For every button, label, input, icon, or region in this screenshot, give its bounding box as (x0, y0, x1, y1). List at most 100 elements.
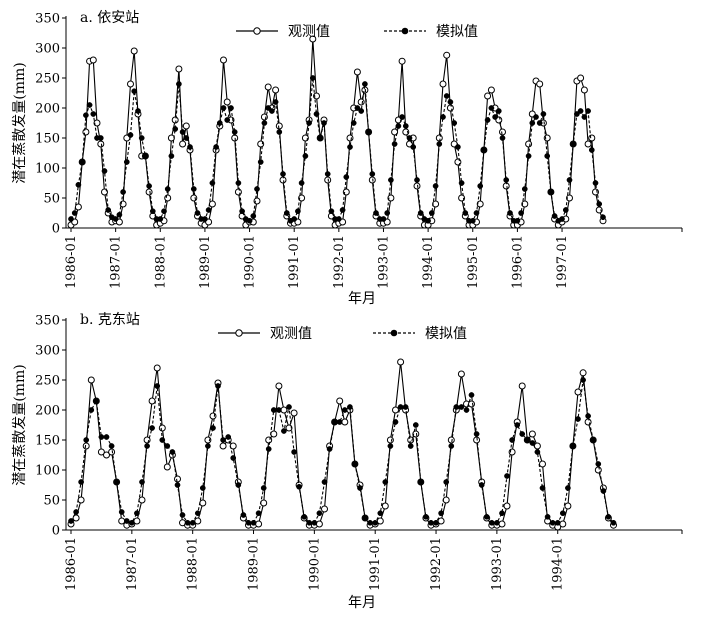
simulated-point (187, 144, 193, 150)
observed-point (521, 200, 529, 208)
simulated-point (335, 216, 342, 222)
simulated-point (179, 512, 186, 518)
simulated-point (580, 377, 586, 383)
simulated-point (184, 519, 191, 526)
simulated-point (116, 211, 123, 218)
simulated-point (146, 183, 152, 189)
legend-swatch-marker (235, 329, 243, 337)
simulated-point (514, 217, 521, 224)
legend-swatch-marker (253, 27, 261, 35)
simulated-point (483, 513, 490, 520)
simulated-point (488, 105, 495, 111)
observed-point (336, 397, 344, 405)
simulated-point (433, 519, 439, 526)
panel-title: b. 克东站 (80, 312, 140, 328)
simulated-point (347, 404, 353, 410)
simulated-point (283, 210, 290, 216)
observed-point (133, 517, 141, 525)
simulated-point (468, 392, 475, 398)
y-tick-label: 200 (35, 404, 60, 419)
simulated-point (592, 180, 599, 186)
simulated-point (83, 112, 89, 119)
observed-point (97, 140, 105, 148)
simulated-point (478, 482, 485, 488)
simulated-point (534, 449, 541, 455)
observed-point (346, 134, 354, 142)
simulated-point (316, 510, 323, 517)
simulated-point (149, 208, 156, 215)
observed-point (270, 430, 278, 438)
simulated-point (313, 111, 320, 117)
simulated-point (123, 159, 130, 165)
observed-point (437, 517, 445, 525)
observed-point (381, 502, 389, 510)
simulated-point (570, 443, 576, 449)
y-axis-title: 潜在蒸散发量(mm) (12, 364, 28, 485)
observed-point (357, 98, 365, 106)
simulated-point (190, 186, 197, 192)
simulated-point (451, 120, 458, 126)
simulated-point (402, 123, 409, 129)
simulated-point (428, 519, 434, 526)
simulated-point (230, 455, 237, 461)
observed-point (219, 442, 227, 450)
simulated-point (438, 510, 444, 517)
observed-point (528, 430, 536, 438)
observed-point (175, 65, 183, 73)
x-axis-title: 年月 (348, 595, 376, 611)
simulated-point (73, 509, 79, 515)
simulated-point (384, 210, 391, 216)
y-tick-label: 50 (43, 494, 60, 509)
simulated-point (98, 434, 105, 440)
simulated-point (504, 473, 510, 479)
observed-point (413, 182, 421, 190)
observed-point (368, 176, 376, 184)
x-tick-label: 1994-01 (551, 537, 566, 591)
simulated-point (596, 201, 603, 207)
simulated-point (235, 180, 242, 186)
simulated-point (83, 437, 90, 443)
panel-title: a. 依安站 (80, 10, 139, 26)
simulated-point (367, 519, 373, 526)
simulated-point (228, 105, 234, 111)
simulated-point (494, 519, 500, 526)
legend-swatch-marker (390, 329, 398, 337)
y-tick-label: 350 (35, 314, 60, 329)
simulated-point (548, 189, 554, 195)
simulated-point (600, 488, 607, 494)
legend-label: 观测值 (270, 326, 312, 342)
observed-point (145, 188, 153, 196)
x-tick-label: 1990-01 (243, 235, 258, 289)
simulated-point (209, 180, 216, 186)
observed-point (199, 499, 207, 507)
simulated-point (358, 108, 365, 114)
y-axis-title: 潜在蒸散发量(mm) (12, 62, 28, 183)
simulated-point (112, 216, 119, 222)
simulated-point (123, 518, 130, 524)
simulated-point (154, 383, 161, 389)
simulated-point (68, 518, 74, 524)
observed-point (87, 376, 95, 384)
simulated-point (194, 210, 201, 216)
simulated-point (164, 186, 171, 192)
observed-point (579, 369, 587, 377)
simulated-point (373, 210, 379, 216)
x-tick-label: 1986-01 (64, 537, 79, 591)
simulated-point (562, 207, 569, 213)
x-tick-label: 1997-01 (555, 235, 570, 289)
simulated-point (407, 443, 414, 449)
simulated-point (108, 443, 115, 449)
observed-point (275, 382, 283, 390)
observed-point (190, 194, 198, 202)
simulated-point (291, 216, 298, 222)
simulated-point (93, 398, 100, 404)
simulated-point (570, 141, 577, 147)
observed-point (588, 134, 596, 142)
simulated-point (540, 111, 547, 117)
legend-swatch-marker (401, 27, 409, 35)
simulated-point (365, 129, 372, 135)
observed-point (398, 57, 406, 65)
x-tick-label: 1994-01 (421, 235, 436, 289)
simulated-point (286, 404, 292, 410)
observed-point (179, 140, 187, 148)
